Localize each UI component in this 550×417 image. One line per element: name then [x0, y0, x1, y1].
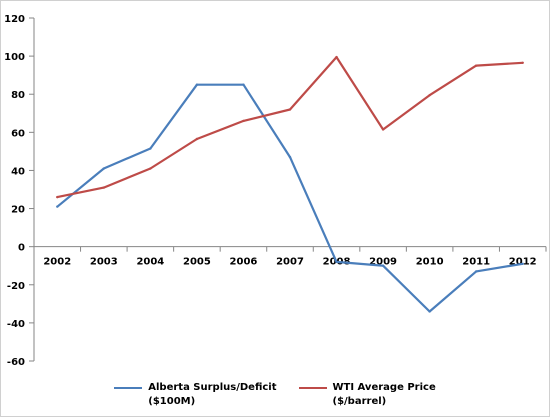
data-point — [474, 270, 478, 273]
series-line-alberta — [56, 83, 523, 313]
x-tick-label: 2005 — [183, 257, 211, 268]
data-point — [335, 55, 338, 59]
x-tick-label: 2006 — [230, 257, 258, 268]
legend-swatch-alberta — [114, 387, 143, 389]
x-axis: 2002200320042005200620072008200920102011… — [33, 246, 547, 268]
line-chart-plot: -60 -40 -20 0 20 40 60 80 100 120 2002 2003 2004 200… — [4, 14, 547, 368]
data-point — [56, 195, 59, 199]
data-point — [195, 137, 199, 141]
data-point — [102, 167, 106, 170]
legend-item-alberta: Alberta Surplus/Deficit ($100M) — [114, 381, 277, 409]
data-point — [521, 262, 524, 266]
data-point — [428, 310, 431, 313]
y-tick-label: -60 — [7, 357, 25, 368]
data-point — [242, 83, 245, 86]
x-tick-label: 2002 — [43, 257, 71, 268]
data-point — [195, 83, 199, 86]
legend: Alberta Surplus/Deficit ($100M) WTI Aver… — [1, 381, 549, 409]
y-tick-label: 120 — [4, 14, 25, 25]
series-layer — [56, 55, 524, 313]
data-point — [521, 61, 524, 64]
data-point — [149, 147, 152, 150]
y-tick-label: 40 — [11, 166, 25, 177]
y-tick-label: -20 — [7, 281, 25, 292]
y-tick-label: 0 — [18, 243, 25, 254]
x-tick-label: 2007 — [276, 257, 304, 268]
data-point — [428, 93, 431, 97]
data-point — [335, 260, 338, 264]
data-point — [381, 264, 385, 267]
x-tick-label: 2009 — [369, 257, 397, 268]
y-tick-label: 60 — [11, 128, 25, 139]
y-tick-label: 80 — [11, 90, 25, 101]
series-line-wti — [57, 55, 523, 199]
legend-item-wti: WTI Average Price ($/barrel) — [298, 381, 436, 409]
data-point — [102, 186, 106, 189]
data-point — [242, 119, 245, 123]
legend-swatch-wti — [298, 387, 327, 389]
y-tick-label: 100 — [4, 52, 25, 63]
x-tick-label: 2012 — [509, 257, 537, 268]
legend-label-wti: WTI Average Price ($/barrel) — [332, 382, 436, 407]
data-point — [56, 205, 59, 208]
y-axis: -60 -40 -20 0 20 40 60 80 100 120 — [4, 14, 35, 368]
y-tick-label: -40 — [7, 319, 25, 330]
data-point — [474, 64, 478, 67]
x-tick-label: 2003 — [90, 257, 118, 268]
data-point — [288, 155, 292, 159]
legend-label-alberta: Alberta Surplus/Deficit ($100M) — [148, 382, 277, 407]
data-point — [288, 108, 292, 111]
x-tick-label: 2004 — [136, 257, 164, 268]
x-tick-label: 2010 — [416, 257, 444, 268]
x-tick-label: 2011 — [462, 257, 490, 268]
y-tick-label: 20 — [11, 205, 25, 216]
data-point — [149, 167, 152, 170]
data-point — [381, 128, 385, 131]
